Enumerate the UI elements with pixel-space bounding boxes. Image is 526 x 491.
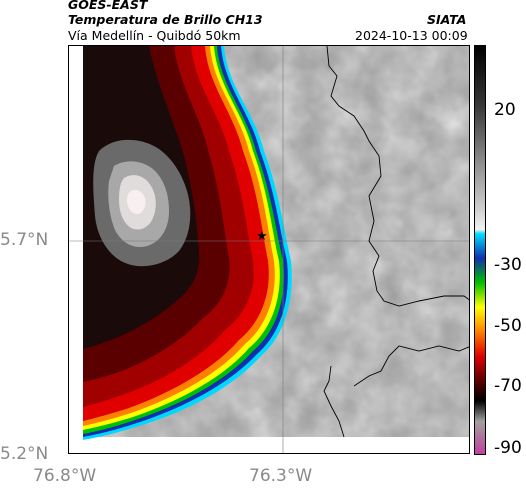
colorbar-tick-label: -90 (494, 438, 522, 458)
region-label: Vía Medellín - Quibdó 50km (68, 28, 241, 43)
colorbar-tick-label: -50 (494, 316, 522, 336)
left-nodata-strip (69, 46, 83, 453)
colorbar-tick-label: -30 (494, 255, 522, 275)
product-title: Temperatura de Brillo CH13 (68, 12, 263, 27)
boundary-line-2 (353, 345, 469, 387)
satellite-map[interactable]: ★ (68, 45, 470, 454)
lon-tick-label: 76.8°W (33, 466, 97, 486)
temperature-colorbar (474, 45, 486, 455)
lat-tick-label: 5.7°N (0, 230, 49, 250)
datetime-label: 2024-10-13 00:09 (355, 28, 468, 43)
bottom-nodata-strip (69, 437, 469, 453)
colorbar-tick-label: -70 (494, 376, 522, 396)
map-canvas (69, 46, 469, 453)
location-star-marker[interactable]: ★ (256, 229, 268, 244)
agency-label: SIATA (427, 12, 467, 27)
storm-cloud (83, 46, 292, 440)
boundary-line-3 (323, 365, 345, 438)
satellite-title: GOES-EAST (68, 0, 148, 12)
colorbar-tick-label: 20 (494, 100, 516, 120)
lat-tick-label: 5.2°N (0, 444, 49, 464)
boundary-line-1 (326, 46, 469, 307)
lon-tick-label: 76.3°W (249, 466, 313, 486)
